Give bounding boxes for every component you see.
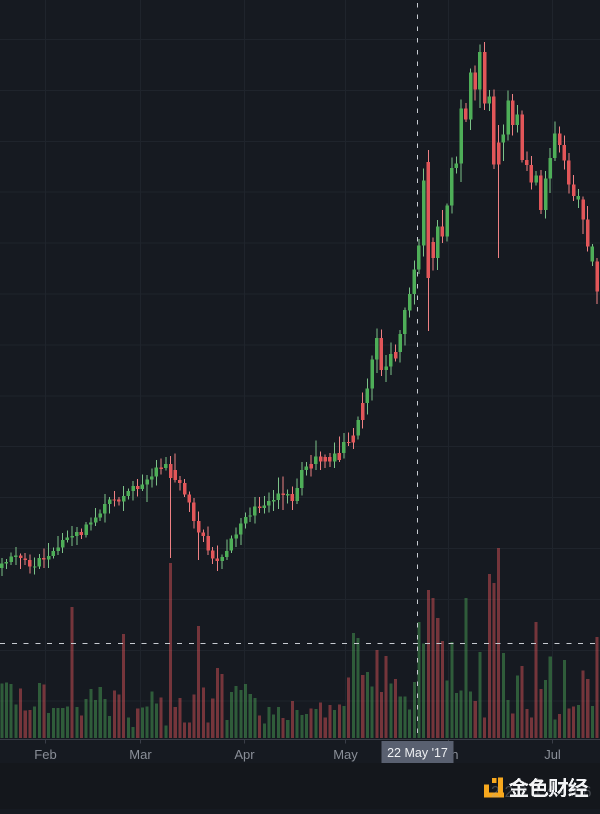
svg-text:Jul: Jul <box>544 747 561 762</box>
svg-text:May: May <box>333 747 358 762</box>
svg-text:Apr: Apr <box>234 747 255 762</box>
svg-text:Mar: Mar <box>129 747 152 762</box>
svg-text:22 May '17: 22 May '17 <box>387 746 448 760</box>
svg-text:Feb: Feb <box>34 747 56 762</box>
